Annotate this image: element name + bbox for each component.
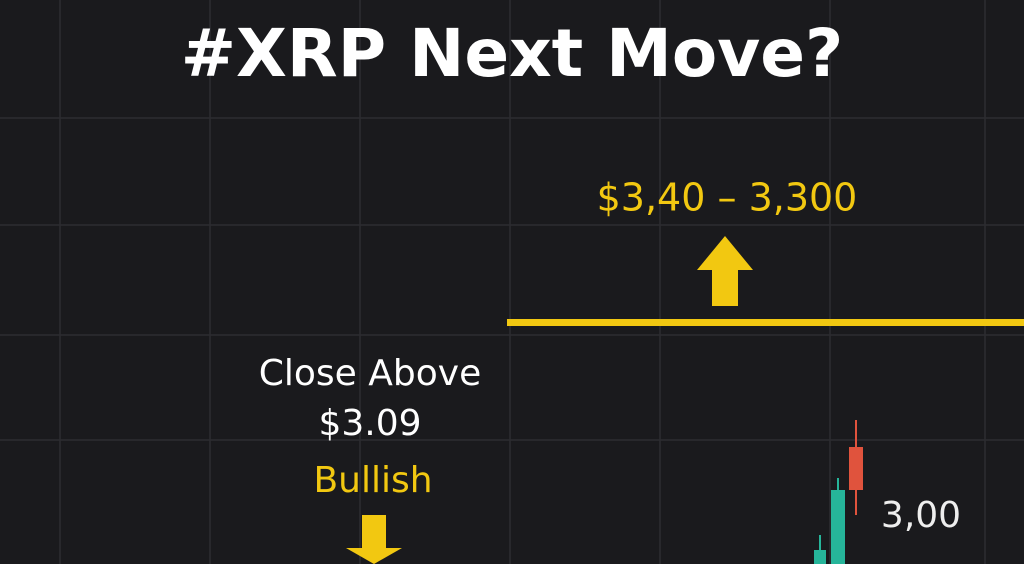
up-arrow: [697, 236, 753, 306]
title: #XRP Next Move?: [181, 15, 844, 92]
price-label: 3,00: [881, 495, 961, 536]
candles: [814, 420, 863, 564]
signal-label: Bullish: [313, 460, 432, 501]
target-label: $3,40 – 3,300: [597, 176, 858, 220]
resistance-line: [507, 319, 1024, 326]
condition-line2: $3.09: [318, 403, 421, 444]
down-arrow: [346, 515, 402, 564]
condition-line1: Close Above: [259, 353, 481, 394]
